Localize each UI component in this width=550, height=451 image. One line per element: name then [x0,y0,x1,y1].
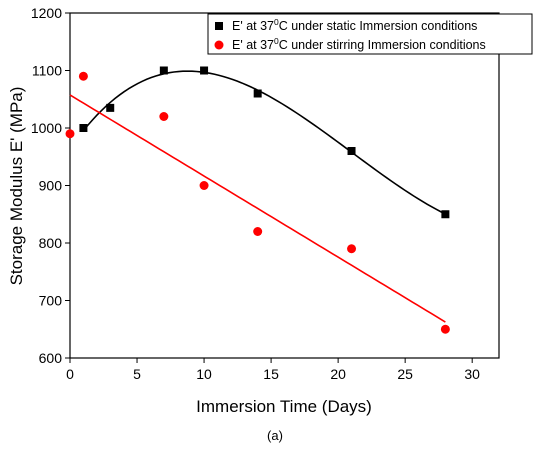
x-tick-label: 0 [66,366,74,382]
series-1-point [347,147,356,155]
series-1-point [106,103,115,112]
series-1-fit-line [82,70,446,215]
x-tick-label: 15 [263,366,279,382]
series-1-point [441,210,450,219]
x-tick-label: 30 [464,366,480,382]
series-2-point [440,324,450,334]
legend-label-2: E' at 370C under stirring Immersion cond… [232,36,486,52]
legend-marker-1 [215,22,223,30]
legend-label-1: E' at 370C under static Immersion condit… [232,17,477,33]
y-tick-label: 1200 [31,5,62,21]
figure-caption: (a) [267,428,283,443]
y-tick-label: 1100 [32,63,62,79]
series-1-point [159,66,168,75]
x-tick-label: 25 [397,366,413,382]
x-tick-label: 20 [330,366,346,382]
x-tick-label: 5 [133,366,141,382]
plot-area [69,12,500,359]
series-2-point [253,227,263,236]
legend-marker-2 [214,40,224,50]
x-axis-title: Immersion Time (Days) [196,397,372,416]
legend-box [207,13,533,55]
legend: E' at 370C under static Immersion condit… [207,13,533,55]
series-2-point [65,129,75,139]
series-2-point [199,181,209,190]
series-1-point [79,124,88,132]
series-1-point [253,89,262,98]
y-tick-label: 700 [39,293,63,309]
series-1-point [200,66,209,75]
series-2-fit-line [69,94,446,323]
series-2-point [78,71,88,81]
y-tick-label: 600 [39,350,63,366]
x-tick-label: 10 [196,366,212,382]
series-2-point [159,112,169,121]
y-tick-label: 1000 [31,120,62,136]
y-tick-label: 900 [39,178,63,194]
y-axis-title: Storage Modulus E' (MPa) [7,87,26,286]
y-tick-label: 800 [39,235,63,251]
series-2-point [347,244,357,254]
